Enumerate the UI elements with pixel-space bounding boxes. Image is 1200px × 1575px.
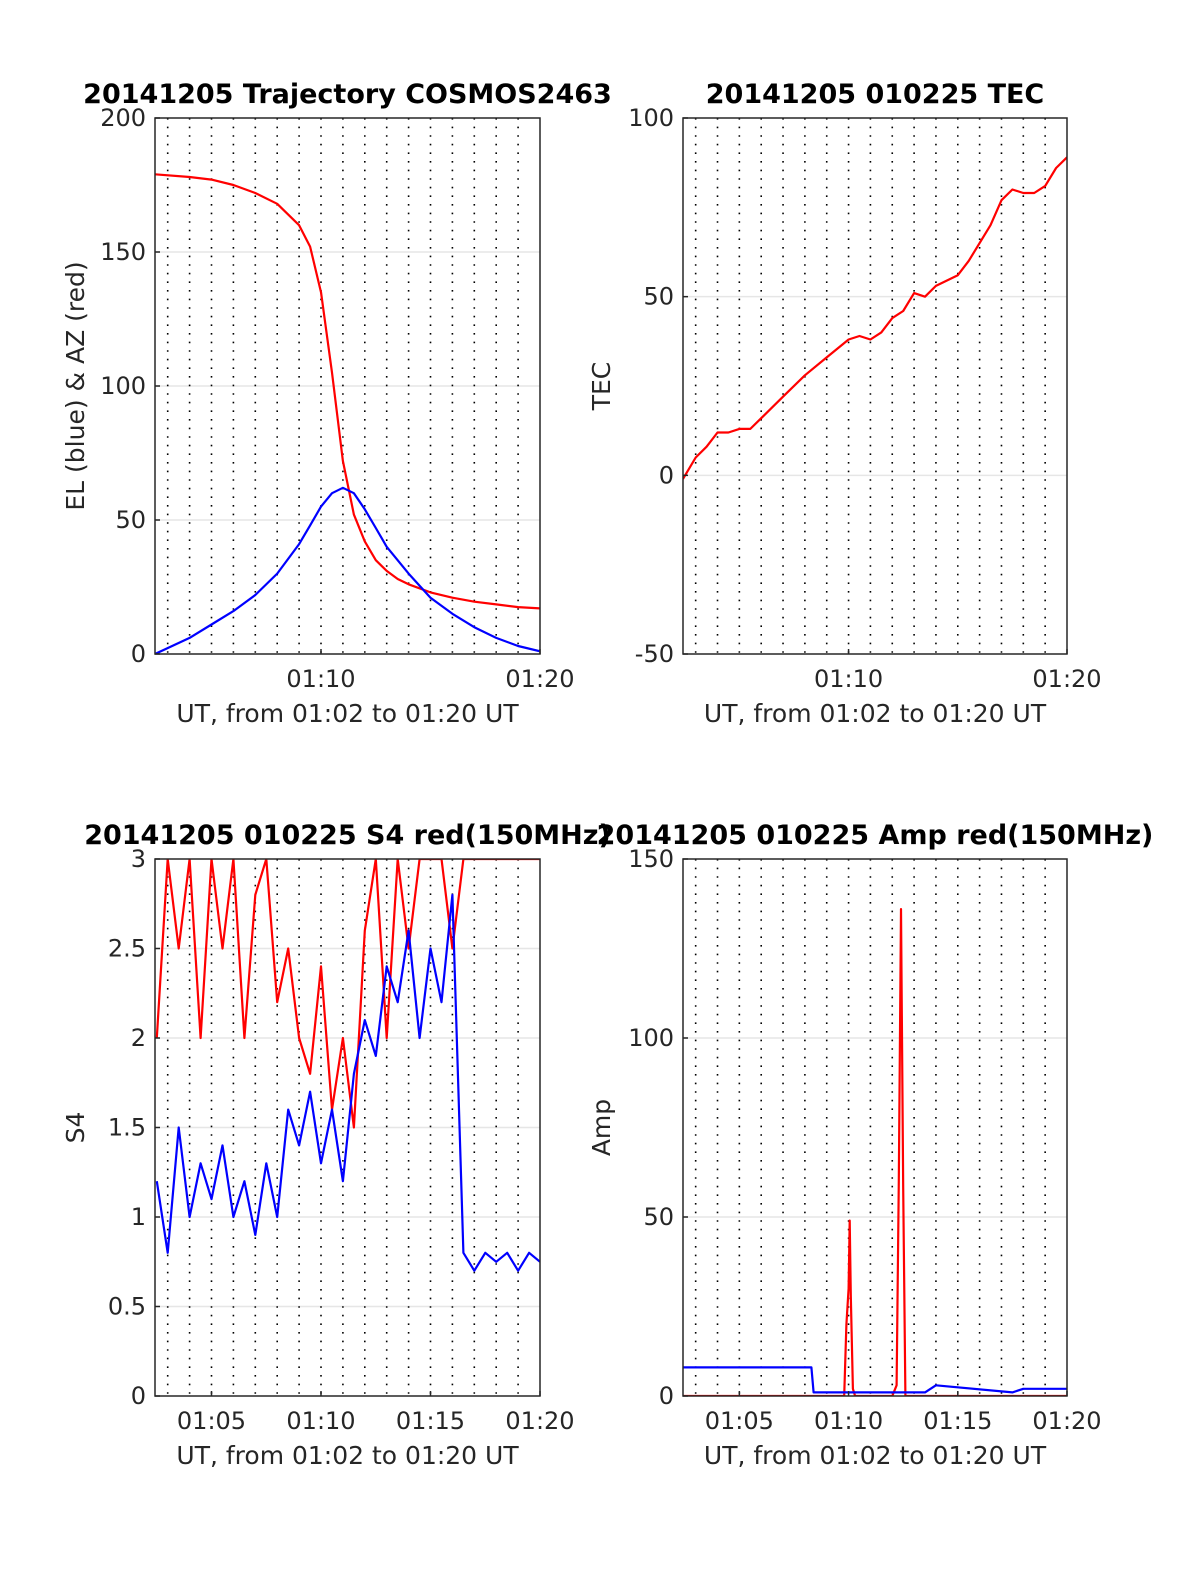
series-line-1 bbox=[155, 173, 540, 610]
x-tick-label: 01:20 bbox=[505, 665, 574, 693]
y-tick-label: 0.5 bbox=[108, 1293, 146, 1321]
series-group bbox=[155, 173, 540, 654]
series-group bbox=[155, 859, 540, 1272]
axes-box bbox=[682, 117, 1068, 655]
x-tick-label: 01:15 bbox=[923, 1407, 992, 1435]
y-tick-label: 50 bbox=[643, 283, 674, 311]
y-tick-label: 100 bbox=[628, 1024, 674, 1052]
x-tick-label: 01:10 bbox=[286, 665, 355, 693]
x-tick-label: 01:10 bbox=[814, 665, 883, 693]
x-tick-label: 01:20 bbox=[505, 1407, 574, 1435]
x-tick-label: 01:05 bbox=[705, 1407, 774, 1435]
y-tick-label: 50 bbox=[643, 1203, 674, 1231]
axes-box bbox=[682, 858, 1068, 1397]
chart-s4: 0 0.5 1 1.5 2 2.5 3 01:05 01:10 01:15 01:20 2014120… bbox=[61, 820, 611, 1470]
x-tick-label: 01:05 bbox=[177, 1407, 246, 1435]
series-line-1 bbox=[155, 859, 540, 1129]
chart-title: 20141205 010225 Amp red(150MHz) bbox=[597, 820, 1154, 851]
series-line-1 bbox=[683, 907, 1067, 1396]
x-tick-label: 01:20 bbox=[1032, 1407, 1101, 1435]
series-line-1 bbox=[683, 156, 1067, 480]
y-tick-label: 0 bbox=[131, 640, 146, 668]
y-tick-label: 1.5 bbox=[108, 1114, 146, 1142]
x-tick-label: 01:20 bbox=[1032, 665, 1101, 693]
y-tick-label: 200 bbox=[100, 104, 146, 132]
y-tick-label: 100 bbox=[628, 104, 674, 132]
y-tick-label: 150 bbox=[628, 845, 674, 873]
y-tick-label: 150 bbox=[100, 238, 146, 266]
x-axis-label: UT, from 01:02 to 01:20 UT bbox=[176, 1441, 519, 1470]
y-axis-label: S4 bbox=[61, 1112, 90, 1144]
y-tick-label: 0 bbox=[131, 1382, 146, 1410]
chart-amp: 0 50 100 150 01:05 01:10 01:15 01:20 20141205 01… bbox=[587, 820, 1153, 1470]
series-group bbox=[683, 156, 1067, 480]
y-tick-label: 50 bbox=[115, 506, 146, 534]
chart-tec: -50 0 50 100 01:10 01:20 20141205 010225 TEC UT… bbox=[587, 79, 1102, 728]
x-tick-label: 01:10 bbox=[814, 1407, 883, 1435]
x-axis-label: UT, from 01:02 to 01:20 UT bbox=[704, 1441, 1047, 1470]
chart-title: 20141205 010225 S4 red(150MHz) bbox=[84, 820, 611, 851]
y-tick-label: 2 bbox=[131, 1024, 146, 1052]
y-tick-label: 1 bbox=[131, 1203, 146, 1231]
y-tick-label: -50 bbox=[635, 640, 674, 668]
series-line-2 bbox=[155, 486, 540, 654]
x-axis-label: UT, from 01:02 to 01:20 UT bbox=[704, 699, 1047, 728]
x-axis-label: UT, from 01:02 to 01:20 UT bbox=[176, 699, 519, 728]
y-axis-label: TEC bbox=[587, 362, 616, 412]
chart-trajectory: 0 50 100 150 200 01:10 01:20 20141205 Trajector… bbox=[61, 79, 612, 728]
y-axis-label: Amp bbox=[587, 1099, 616, 1156]
chart-title: 20141205 Trajectory COSMOS2463 bbox=[83, 79, 612, 110]
y-axis-label: EL (blue) & AZ (red) bbox=[61, 261, 90, 510]
chart-title: 20141205 010225 TEC bbox=[706, 79, 1045, 110]
series-line-2 bbox=[155, 893, 540, 1272]
x-tick-label: 01:15 bbox=[396, 1407, 465, 1435]
y-tick-label: 3 bbox=[131, 845, 146, 873]
x-tick-label: 01:10 bbox=[286, 1407, 355, 1435]
y-tick-label: 100 bbox=[100, 372, 146, 400]
y-tick-label: 2.5 bbox=[108, 935, 146, 963]
y-tick-label: 0 bbox=[659, 1382, 674, 1410]
y-tick-label: 0 bbox=[659, 461, 674, 489]
series-group bbox=[683, 907, 1067, 1396]
series-line-2 bbox=[683, 1366, 1067, 1394]
